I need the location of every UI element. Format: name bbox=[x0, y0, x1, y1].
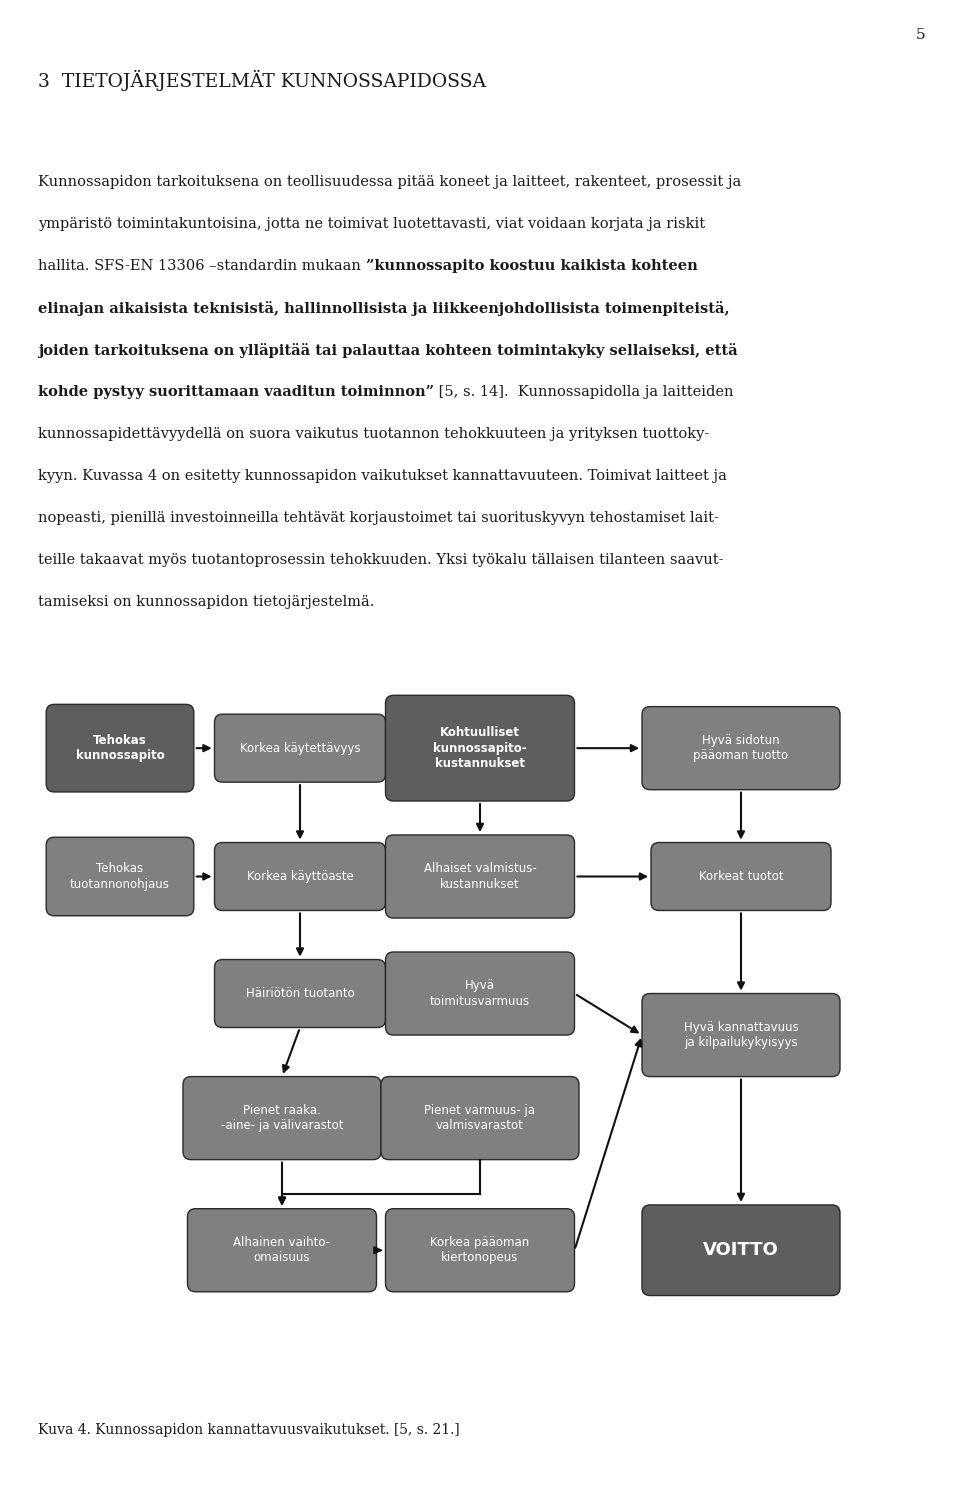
Text: kunnossapidettävyydellä on suora vaikutus tuotannon tehokkuuteen ja yrityksen tu: kunnossapidettävyydellä on suora vaikutu… bbox=[38, 427, 709, 441]
Text: Kunnossapidon tarkoituksena on teollisuudessa pitää koneet ja laitteet, rakentee: Kunnossapidon tarkoituksena on teollisuu… bbox=[38, 176, 741, 189]
Text: Tehokas
kunnossapito: Tehokas kunnossapito bbox=[76, 734, 164, 762]
FancyBboxPatch shape bbox=[386, 695, 574, 801]
FancyBboxPatch shape bbox=[386, 951, 574, 1035]
Text: kyyn. Kuvassa 4 on esitetty kunnossapidon vaikutukset kannattavuuteen. Toimivat : kyyn. Kuvassa 4 on esitetty kunnossapido… bbox=[38, 469, 727, 482]
Text: ympäristö toimintakuntoisina, jotta ne toimivat luotettavasti, viat voidaan korj: ympäristö toimintakuntoisina, jotta ne t… bbox=[38, 217, 706, 231]
Text: hallita. SFS-EN 13306 –standardin mukaan: hallita. SFS-EN 13306 –standardin mukaan bbox=[38, 259, 366, 272]
Text: elinajan aikaisista teknisistä, hallinnollisista ja liikkeenjohdollisista toimen: elinajan aikaisista teknisistä, hallinno… bbox=[38, 301, 730, 316]
Text: joiden tarkoituksena on ylläpitää tai palauttaa kohteen toimintakyky sellaiseksi: joiden tarkoituksena on ylläpitää tai pa… bbox=[38, 342, 737, 357]
FancyBboxPatch shape bbox=[386, 835, 574, 919]
FancyBboxPatch shape bbox=[642, 707, 840, 789]
Text: Hyvä kannattavuus
ja kilpailukykyisyys: Hyvä kannattavuus ja kilpailukykyisyys bbox=[684, 1021, 799, 1050]
Text: tamiseksi on kunnossapidon tietojärjestelmä.: tamiseksi on kunnossapidon tietojärjeste… bbox=[38, 596, 374, 609]
Text: Korkea käyttöaste: Korkea käyttöaste bbox=[247, 870, 353, 883]
FancyBboxPatch shape bbox=[642, 1205, 840, 1295]
FancyBboxPatch shape bbox=[183, 1077, 381, 1160]
Text: Alhaiset valmistus-
kustannukset: Alhaiset valmistus- kustannukset bbox=[423, 862, 537, 890]
Text: Kuva 4. Kunnossapidon kannattavuusvaikutukset. [5, s. 21.]: Kuva 4. Kunnossapidon kannattavuusvaikut… bbox=[38, 1423, 460, 1437]
Text: [5, s. 14].  Kunnossapidolla ja laitteiden: [5, s. 14]. Kunnossapidolla ja laitteide… bbox=[434, 386, 733, 399]
Text: Pienet varmuus- ja
valmisvarastot: Pienet varmuus- ja valmisvarastot bbox=[424, 1103, 536, 1132]
FancyBboxPatch shape bbox=[46, 704, 194, 792]
Text: VOITTO: VOITTO bbox=[703, 1242, 779, 1260]
FancyBboxPatch shape bbox=[386, 1209, 574, 1292]
Text: teille takaavat myös tuotantoprosessin tehokkuuden. Yksi työkalu tällaisen tilan: teille takaavat myös tuotantoprosessin t… bbox=[38, 552, 724, 567]
Text: Korkeat tuotot: Korkeat tuotot bbox=[699, 870, 783, 883]
Text: 3  TIETOJÄRJESTELMÄT KUNNOSSAPIDOSSA: 3 TIETOJÄRJESTELMÄT KUNNOSSAPIDOSSA bbox=[38, 70, 486, 91]
Text: nopeasti, pienillä investoinneilla tehtävät korjaustoimet tai suorituskyvyn teho: nopeasti, pienillä investoinneilla tehtä… bbox=[38, 511, 719, 526]
Text: Kohtuulliset
kunnossapito-
kustannukset: Kohtuulliset kunnossapito- kustannukset bbox=[433, 727, 527, 770]
Text: Alhainen vaihto-
omaisuus: Alhainen vaihto- omaisuus bbox=[233, 1236, 330, 1264]
FancyBboxPatch shape bbox=[651, 843, 831, 910]
FancyBboxPatch shape bbox=[214, 715, 386, 782]
FancyBboxPatch shape bbox=[46, 837, 194, 916]
Text: Pienet raaka.
-aine- ja välivarastot: Pienet raaka. -aine- ja välivarastot bbox=[221, 1103, 344, 1132]
Text: kohde pystyy suorittamaan vaaditun toiminnon”: kohde pystyy suorittamaan vaaditun toimi… bbox=[38, 386, 434, 399]
Text: Hyvä
toimitusvarmuus: Hyvä toimitusvarmuus bbox=[430, 980, 530, 1008]
Text: ”kunnossapito koostuu kaikista kohteen: ”kunnossapito koostuu kaikista kohteen bbox=[366, 259, 697, 272]
Text: Tehokas
tuotannonohjaus: Tehokas tuotannonohjaus bbox=[70, 862, 170, 890]
FancyBboxPatch shape bbox=[214, 843, 386, 910]
FancyBboxPatch shape bbox=[642, 993, 840, 1077]
FancyBboxPatch shape bbox=[187, 1209, 376, 1292]
FancyBboxPatch shape bbox=[381, 1077, 579, 1160]
Text: 5: 5 bbox=[916, 28, 925, 42]
Text: Korkea käytettävyys: Korkea käytettävyys bbox=[240, 742, 360, 755]
FancyBboxPatch shape bbox=[214, 959, 386, 1027]
Text: Häiriötön tuotanto: Häiriötön tuotanto bbox=[246, 987, 354, 1001]
Text: Hyvä sidotun
pääoman tuotto: Hyvä sidotun pääoman tuotto bbox=[693, 734, 788, 762]
Text: Korkea pääoman
kiertonopeus: Korkea pääoman kiertonopeus bbox=[430, 1236, 530, 1264]
